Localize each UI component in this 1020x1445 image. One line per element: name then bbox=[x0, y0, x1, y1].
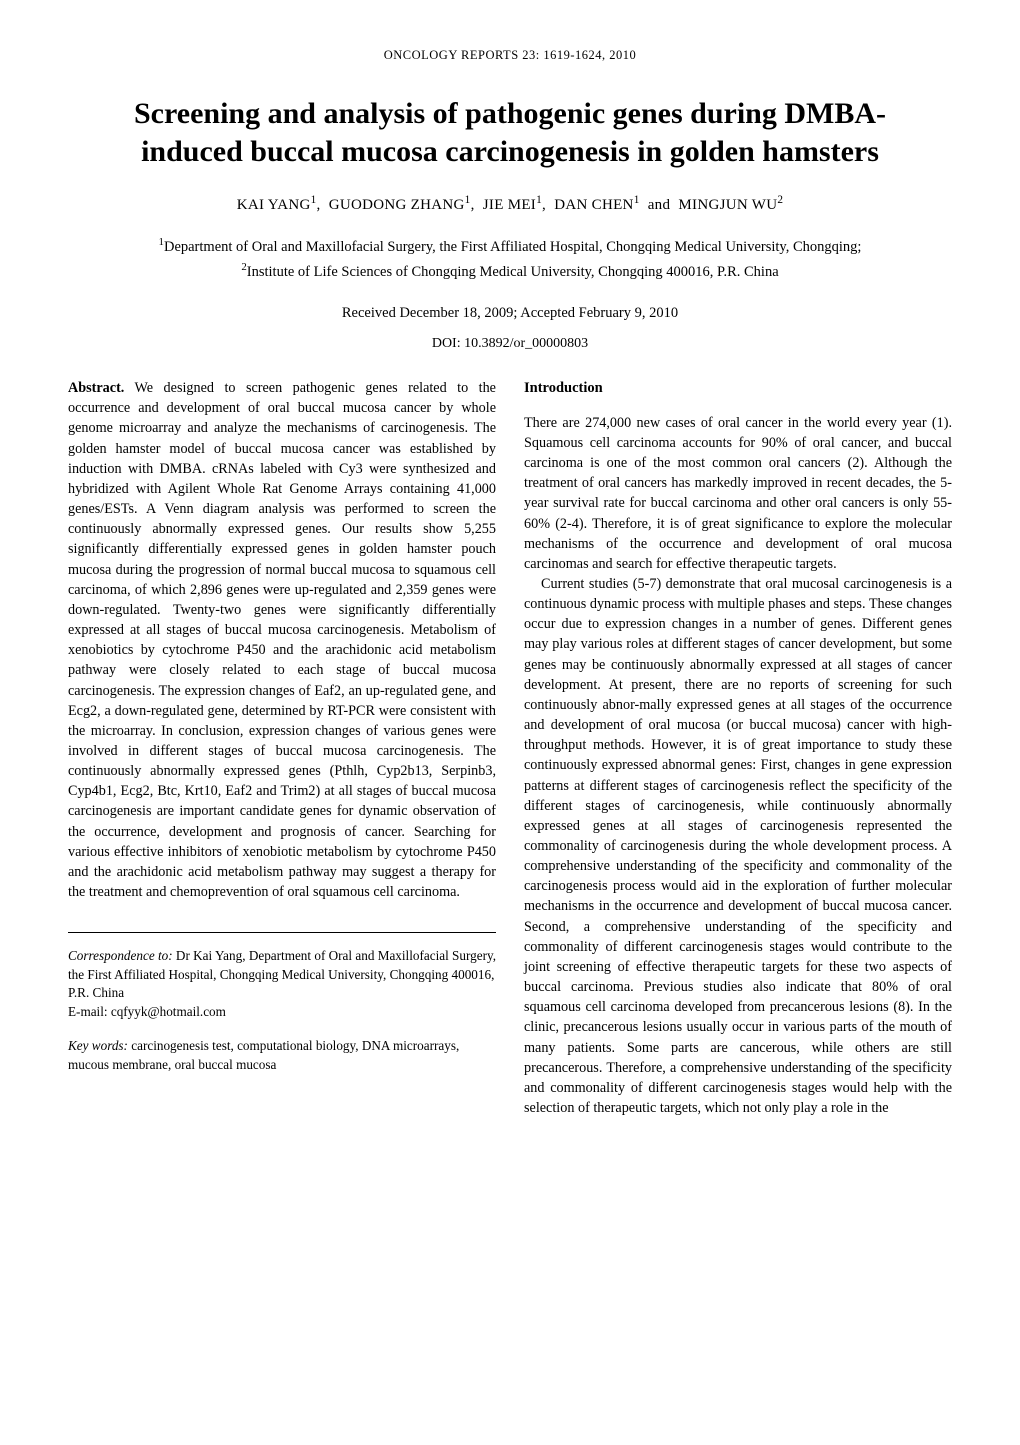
correspondence-label: Correspondence to: bbox=[68, 948, 173, 963]
footer-divider bbox=[68, 932, 496, 933]
affiliations: 1Department of Oral and Maxillofacial Su… bbox=[68, 234, 952, 283]
left-column: Abstract. We designed to screen pathogen… bbox=[68, 378, 496, 1118]
doi: DOI: 10.3892/or_00000803 bbox=[68, 336, 952, 352]
title-line-2: induced buccal mucosa carcinogenesis in … bbox=[141, 135, 879, 168]
intro-paragraph-2: Current studies (5-7) demonstrate that o… bbox=[524, 574, 952, 1118]
abstract-block: Abstract. We designed to screen pathogen… bbox=[68, 378, 496, 902]
introduction-heading: Introduction bbox=[524, 378, 952, 399]
abstract-text: We designed to screen pathogenic genes r… bbox=[68, 380, 496, 900]
correspondence-email: E-mail: cqfyyk@hotmail.com bbox=[68, 1004, 226, 1019]
keywords-label: Key words: bbox=[68, 1038, 128, 1053]
two-column-layout: Abstract. We designed to screen pathogen… bbox=[68, 378, 952, 1118]
correspondence-block: Correspondence to: Dr Kai Yang, Departme… bbox=[68, 947, 496, 1021]
title-line-1: Screening and analysis of pathogenic gen… bbox=[134, 97, 886, 130]
keywords-block: Key words: carcinogenesis test, computat… bbox=[68, 1037, 496, 1074]
authors-list: KAI YANG1, GUODONG ZHANG1, JIE MEI1, DAN… bbox=[68, 194, 952, 214]
right-column: Introduction There are 274,000 new cases… bbox=[524, 378, 952, 1118]
journal-header: ONCOLOGY REPORTS 23: 1619-1624, 2010 bbox=[68, 48, 952, 63]
article-title: Screening and analysis of pathogenic gen… bbox=[68, 95, 952, 170]
abstract-label: Abstract. bbox=[68, 380, 124, 396]
intro-paragraph-1: There are 274,000 new cases of oral canc… bbox=[524, 413, 952, 574]
received-accepted-dates: Received December 18, 2009; Accepted Feb… bbox=[68, 305, 952, 322]
